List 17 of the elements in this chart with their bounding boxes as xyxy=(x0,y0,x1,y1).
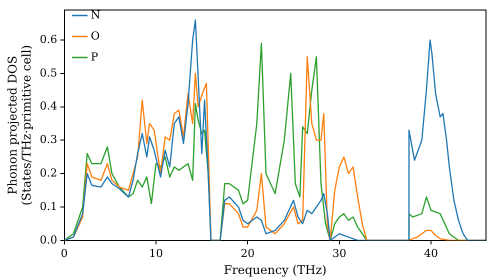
x-tick-label: 10 xyxy=(148,246,163,260)
y-tick-label: 0.6 xyxy=(40,32,58,46)
x-tick-label: 20 xyxy=(240,246,255,260)
y-tick-label: 0.4 xyxy=(40,100,58,113)
y-tick-label: 0.3 xyxy=(40,133,58,146)
y-tick-label: 0.2 xyxy=(40,166,58,180)
y-tick-label: 0.1 xyxy=(40,200,58,213)
x-tick-label: 40 xyxy=(424,246,438,260)
x-tick-label: 30 xyxy=(332,246,346,260)
legend-label: P xyxy=(90,50,99,64)
y-tick-label: 0.5 xyxy=(40,66,58,80)
legend-label: N xyxy=(90,8,101,22)
y-tick-label: 0.0 xyxy=(40,233,58,246)
x-tick-label: 0 xyxy=(60,246,68,260)
y-axis-title: Phonon projected DOS (States/THz·primitive cell) xyxy=(5,44,34,206)
x-axis-title: Frequency (THz) xyxy=(224,262,327,277)
legend-label: O xyxy=(90,29,100,42)
